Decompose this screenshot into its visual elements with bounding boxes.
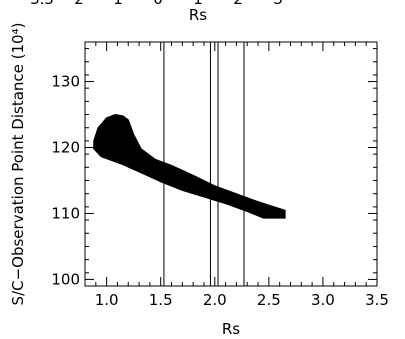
x-tick-label: 3.0	[311, 291, 335, 309]
header-tick-label: 3.5	[30, 0, 54, 8]
data-region	[93, 113, 286, 219]
header-tick-label: 0	[153, 0, 163, 8]
header-tick-label: 1	[193, 0, 203, 8]
header-tick-label: 3	[273, 0, 283, 8]
header-tick-label: 2	[74, 0, 84, 8]
x-tick-label: 2.5	[257, 291, 281, 309]
y-tick-label: 120	[51, 139, 80, 157]
y-tick-label: 110	[51, 204, 80, 222]
plot-frame	[84, 41, 378, 287]
y-tick-label: 130	[51, 73, 80, 91]
header-tick-labels: 3.5 2 1 0 1 2 3	[30, 0, 283, 8]
x-axis-label: Rs	[222, 320, 240, 338]
header-x-axis-label: Rs	[189, 6, 207, 24]
header-tick-label: 1	[113, 0, 123, 8]
x-tick-label: 2.0	[203, 291, 227, 309]
header-fragment: 3.5 2 1 0 1 2 3 Rs	[30, 0, 283, 24]
header-tick-label: 2	[233, 0, 243, 8]
reference-lines	[163, 42, 245, 286]
axis-ticks: 1.0 1.5 2.0 2.5 3.0 3.5 100 110 120 130	[51, 42, 389, 309]
x-tick-label: 1.0	[95, 291, 119, 309]
y-axis-label: S/C−Observation Point Distance (10⁴)	[9, 23, 27, 306]
x-tick-label: 3.5	[365, 291, 389, 309]
x-tick-label: 1.5	[149, 291, 173, 309]
y-tick-label: 100	[51, 270, 80, 288]
